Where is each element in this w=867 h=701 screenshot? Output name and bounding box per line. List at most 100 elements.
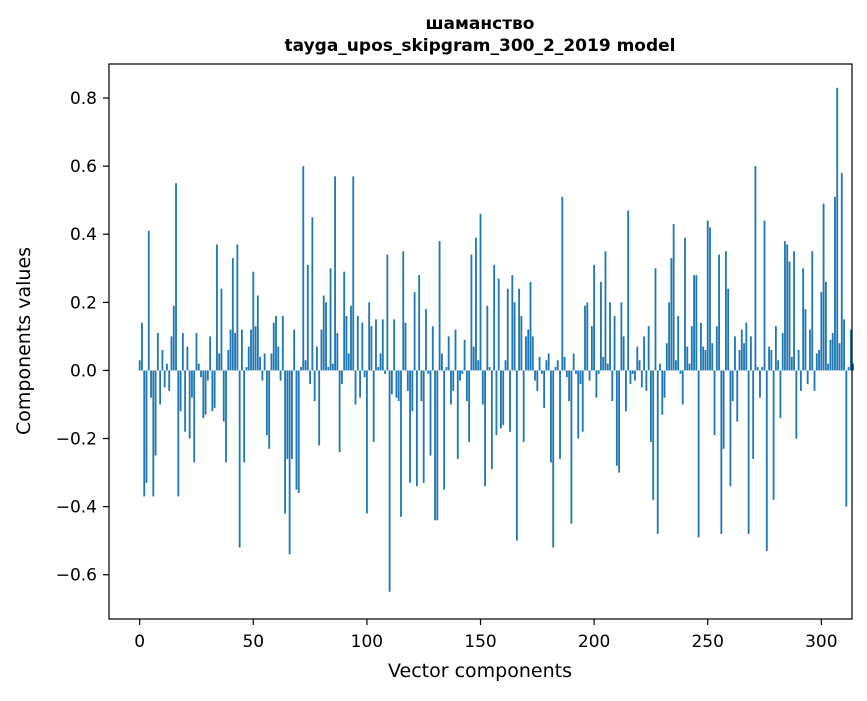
bar-265 <box>740 329 743 371</box>
bar-70 <box>297 370 300 494</box>
bar-18 <box>179 370 182 412</box>
bar-232 <box>665 343 668 371</box>
bar-292 <box>802 268 805 371</box>
bar-58 <box>270 353 273 371</box>
bar-53 <box>259 356 262 371</box>
bar-1 <box>141 322 143 371</box>
bar-29 <box>204 370 207 415</box>
bar-69 <box>295 370 298 490</box>
bar-310 <box>843 319 845 371</box>
bar-216 <box>629 370 632 385</box>
bar-186 <box>561 196 564 371</box>
bar-27 <box>200 370 202 378</box>
bar-259 <box>727 288 730 371</box>
bar-223 <box>645 370 648 391</box>
bar-144 <box>465 370 468 402</box>
bar-138 <box>452 370 455 391</box>
bar-89 <box>340 370 343 385</box>
bar-90 <box>343 271 346 371</box>
bar-39 <box>227 350 230 371</box>
bar-227 <box>654 268 657 371</box>
bar-226 <box>652 370 655 500</box>
bar-309 <box>840 172 843 371</box>
bar-211 <box>618 370 621 473</box>
bar-279 <box>772 370 775 500</box>
bar-157 <box>495 370 498 436</box>
bar-235 <box>672 224 675 371</box>
bar-230 <box>661 370 664 415</box>
bar-168 <box>520 315 523 371</box>
bar-277 <box>768 346 770 371</box>
bar-116 <box>402 251 405 371</box>
bar-272 <box>756 367 759 371</box>
bar-213 <box>622 336 625 371</box>
bar-108 <box>384 370 386 374</box>
bar-115 <box>400 370 402 517</box>
bar-87 <box>336 332 339 371</box>
bar-229 <box>659 363 661 371</box>
bar-247 <box>699 322 702 371</box>
bar-19 <box>181 332 184 371</box>
bar-16 <box>175 183 177 371</box>
bar-86 <box>334 176 336 371</box>
bar-35 <box>218 353 221 371</box>
bar-307 <box>836 87 839 371</box>
bar-126 <box>425 309 427 371</box>
bar-169 <box>522 370 525 442</box>
bar-8 <box>156 332 159 371</box>
bar-210 <box>615 370 618 466</box>
bar-78 <box>315 346 318 371</box>
bar-24 <box>193 370 196 463</box>
bar-295 <box>809 329 811 371</box>
bar-82 <box>325 302 327 371</box>
bar-67 <box>291 370 293 459</box>
bar-128 <box>429 370 432 456</box>
bar-45 <box>241 329 243 371</box>
plot-frame <box>108 63 853 620</box>
bar-302 <box>824 281 827 371</box>
bar-313 <box>849 329 852 371</box>
bar-74 <box>306 264 309 371</box>
bar-165 <box>513 302 516 371</box>
x-tick-label: 250 <box>691 632 723 652</box>
bar-142 <box>461 370 464 374</box>
bar-135 <box>445 367 448 371</box>
bar-204 <box>602 356 605 371</box>
bar-63 <box>281 315 284 371</box>
bar-97 <box>359 370 361 398</box>
bar-260 <box>729 370 732 487</box>
bars-group <box>138 87 855 592</box>
bar-175 <box>536 370 539 391</box>
bar-300 <box>820 292 823 371</box>
bar-131 <box>436 370 439 521</box>
bar-104 <box>375 319 377 371</box>
bar-92 <box>347 353 350 371</box>
bar-258 <box>724 251 727 371</box>
bar-239 <box>681 370 684 405</box>
x-tick-label: 300 <box>805 632 837 652</box>
bar-103 <box>372 370 375 442</box>
bar-221 <box>640 370 643 388</box>
chart-title-line-2: tayga_upos_skipgram_300_2_2019 model <box>285 36 676 56</box>
bar-52 <box>256 295 259 371</box>
bar-62 <box>279 370 282 381</box>
bar-244 <box>693 275 695 371</box>
bar-189 <box>568 370 571 402</box>
bar-75 <box>309 370 311 385</box>
bar-55 <box>263 353 266 371</box>
bar-12 <box>166 363 168 371</box>
bar-257 <box>722 370 725 449</box>
bar-284 <box>784 241 786 371</box>
x-tick-label: 100 <box>351 632 383 652</box>
bar-93 <box>350 305 352 371</box>
bar-117 <box>404 322 407 371</box>
bar-251 <box>709 227 711 371</box>
bar-110 <box>388 370 391 592</box>
y-tick-label: −0.2 <box>56 430 97 450</box>
bar-225 <box>650 370 652 442</box>
bar-192 <box>575 370 577 374</box>
bar-124 <box>420 370 423 402</box>
y-tick-label: 0.8 <box>70 89 97 109</box>
bar-22 <box>188 370 191 439</box>
bar-170 <box>525 336 527 371</box>
